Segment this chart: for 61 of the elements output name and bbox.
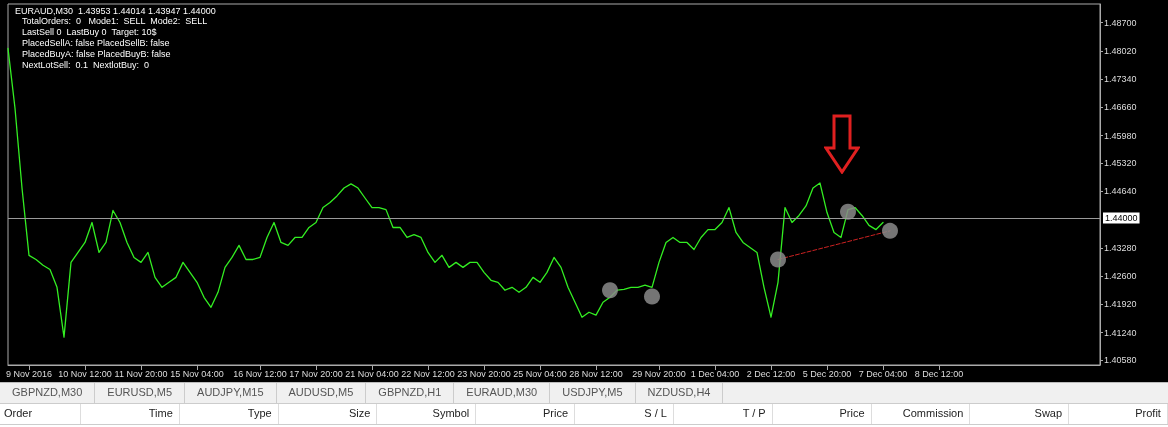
y-tick-label: 1.41920 xyxy=(1104,299,1137,310)
x-tick-label: 2 Dec 12:00 xyxy=(746,368,796,379)
text: Type xyxy=(179,404,279,424)
y-tick-label: 1.48700 xyxy=(1104,17,1137,28)
x-tick-label: 29 Nov 20:00 xyxy=(632,368,686,379)
text: USDJPY,M5 xyxy=(550,383,636,403)
y-tick-label: 1.41240 xyxy=(1104,327,1137,338)
chart-title: EURAUD,M30 1.43953 1.44014 1.43947 1.44000 xyxy=(15,5,216,16)
annotation: LastSell 0 LastBuy 0 Target: 10$ xyxy=(22,26,157,37)
x-tick-label: 5 Dec 20:00 xyxy=(802,368,852,379)
y-tick-label: 1.47340 xyxy=(1104,74,1137,85)
y-tick-label: 1.40580 xyxy=(1104,355,1137,366)
x-tick-label: 25 Nov 04:00 xyxy=(513,368,567,379)
y-tick-label: 1.42600 xyxy=(1104,271,1137,282)
x-tick-label: 9 Nov 2016 xyxy=(5,368,53,379)
y-tick-label: 1.43280 xyxy=(1104,242,1137,253)
y-tick-label: 1.45980 xyxy=(1104,130,1137,141)
text: Commission xyxy=(871,404,971,424)
text: Profit xyxy=(1069,404,1168,424)
x-tick-label: 11 Nov 20:00 xyxy=(114,368,168,379)
x-tick-label: 22 Nov 12:00 xyxy=(401,368,455,379)
point xyxy=(882,222,898,239)
point xyxy=(644,288,660,305)
x-tick-label: 7 Dec 04:00 xyxy=(858,368,908,379)
text: Price xyxy=(476,404,576,424)
x-tick-label: 16 Nov 12:00 xyxy=(233,368,287,379)
text: AUDUSD,M5 xyxy=(276,383,367,403)
x-tick-label: 1 Dec 04:00 xyxy=(690,368,740,379)
text: Symbol xyxy=(377,404,477,424)
x-tick-label: 23 Nov 20:00 xyxy=(457,368,511,379)
annotation: TotalOrders: 0 Mode1: SELL Mode2: SELL xyxy=(22,15,208,26)
text: S / L xyxy=(575,404,674,424)
text: GBPNZD,H1 xyxy=(366,383,455,403)
annotation: NextLotSell: 0.1 NextlotBuy: 0 xyxy=(22,59,150,70)
text: Order xyxy=(0,404,81,424)
text: EURUSD,M5 xyxy=(95,383,186,403)
y-tick-label: 1.48020 xyxy=(1104,45,1137,56)
ref-line-label: 1.44000 xyxy=(1105,212,1138,223)
text: Time xyxy=(81,404,180,424)
x-tick-label: 15 Nov 04:00 xyxy=(170,368,224,379)
text: GBPNZD,M30 xyxy=(0,383,96,403)
text: Size xyxy=(278,404,378,424)
y-tick-label: 1.45320 xyxy=(1104,158,1137,169)
text: EURAUD,M30 xyxy=(454,383,551,403)
text: AUDJPY,M15 xyxy=(185,383,277,403)
text: T / P xyxy=(673,404,773,424)
text: Swap xyxy=(970,404,1070,424)
x-tick-label: 17 Nov 20:00 xyxy=(289,368,343,379)
text: Price xyxy=(772,404,872,424)
point xyxy=(602,282,618,299)
x-tick-label: 21 Nov 04:00 xyxy=(345,368,399,379)
x-tick-label: 10 Nov 12:00 xyxy=(58,368,112,379)
x-tick-label: 28 Nov 12:00 xyxy=(569,368,623,379)
text: NZDUSD,H4 xyxy=(635,383,724,403)
y-tick-label: 1.44640 xyxy=(1104,186,1137,197)
point xyxy=(840,203,856,220)
x-tick-label: 8 Dec 12:00 xyxy=(914,368,964,379)
y-tick-label: 1.46660 xyxy=(1104,102,1137,113)
annotation: PlacedSellA: false PlacedSellB: false xyxy=(22,37,170,48)
annotation: PlacedBuyA: false PlacedBuyB: false xyxy=(22,48,171,59)
point xyxy=(770,251,786,268)
